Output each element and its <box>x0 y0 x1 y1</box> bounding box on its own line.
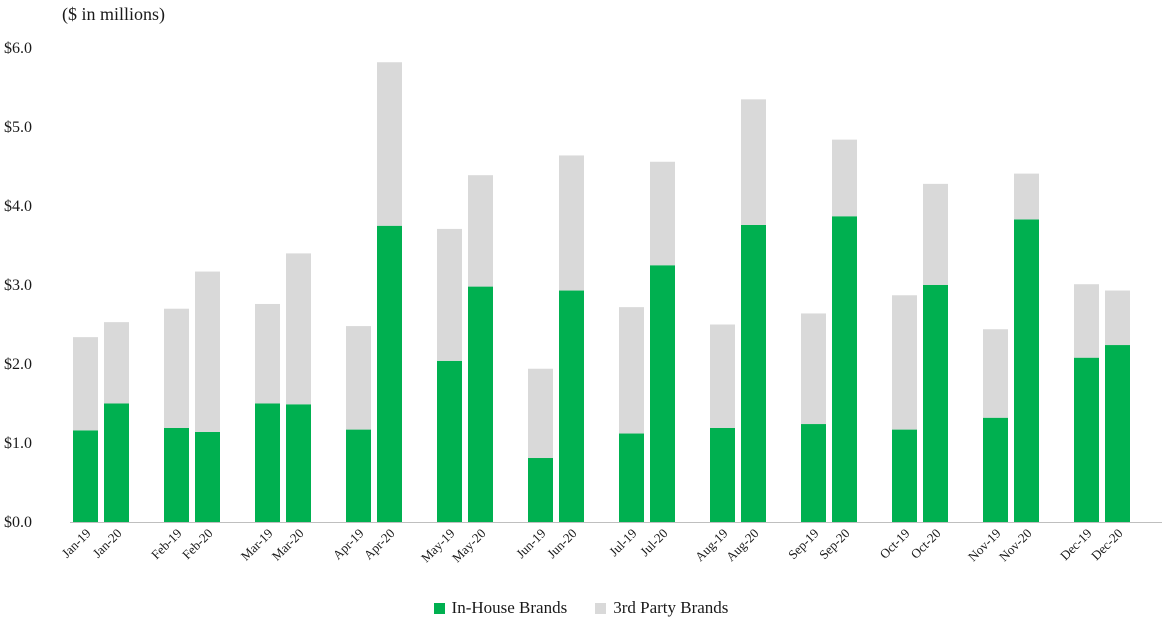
x-tick-label: Nov-20 <box>996 526 1035 565</box>
bar-in-house-may-20 <box>468 286 493 522</box>
bar-in-house-apr-19 <box>346 429 371 522</box>
legend-swatch-in-house <box>433 602 445 614</box>
bar-third-party-jun-19 <box>528 368 553 459</box>
bar-in-house-may-19 <box>437 360 462 522</box>
bar-in-house-feb-19 <box>164 427 189 522</box>
bar-third-party-jun-20 <box>559 155 584 291</box>
bar-third-party-jul-20 <box>650 161 675 266</box>
x-tick-label: Jul-20 <box>637 526 671 560</box>
bar-third-party-apr-19 <box>346 326 371 430</box>
bars-layer <box>73 62 1130 522</box>
bar-in-house-sep-20 <box>832 216 857 522</box>
bar-in-house-jan-20 <box>104 403 129 522</box>
x-tick-label: Feb-19 <box>148 526 185 563</box>
bar-in-house-dec-20 <box>1105 345 1130 522</box>
bar-third-party-may-19 <box>437 228 462 361</box>
x-tick-label: Dec-19 <box>1057 526 1095 564</box>
bar-third-party-jul-19 <box>619 307 644 434</box>
bar-third-party-aug-19 <box>710 324 735 428</box>
bar-in-house-jun-19 <box>528 458 553 522</box>
bar-in-house-oct-19 <box>892 429 917 522</box>
legend-item-in-house: In-House Brands <box>433 598 568 618</box>
bar-in-house-jul-20 <box>650 265 675 522</box>
bar-in-house-jan-19 <box>73 430 98 522</box>
bar-third-party-feb-19 <box>164 308 189 428</box>
bar-third-party-dec-20 <box>1105 290 1130 346</box>
bar-in-house-feb-20 <box>195 431 220 522</box>
bar-in-house-mar-20 <box>286 404 311 522</box>
y-tick-label: $6.0 <box>4 40 32 57</box>
bar-third-party-nov-20 <box>1014 173 1039 220</box>
y-tick-label: $3.0 <box>4 277 32 294</box>
x-tick-label: May-20 <box>449 526 489 566</box>
y-tick-label: $0.0 <box>4 514 32 531</box>
bar-third-party-dec-19 <box>1074 284 1099 358</box>
bar-third-party-apr-20 <box>377 62 402 226</box>
bar-in-house-mar-19 <box>255 403 280 522</box>
x-tick-label: Mar-19 <box>238 526 276 564</box>
bar-in-house-jun-20 <box>559 290 584 522</box>
x-tick-label: Jan-20 <box>89 526 124 561</box>
x-tick-label: Dec-20 <box>1088 526 1126 564</box>
bar-third-party-aug-20 <box>741 99 766 225</box>
y-tick-label: $4.0 <box>4 198 32 215</box>
bar-third-party-jan-20 <box>104 322 129 404</box>
bar-third-party-oct-19 <box>892 295 917 430</box>
legend-swatch-third-party <box>595 602 607 614</box>
x-tick-label: Nov-19 <box>965 526 1004 565</box>
x-tick-label: Feb-20 <box>179 526 216 563</box>
bar-third-party-mar-19 <box>255 303 280 404</box>
bar-third-party-nov-19 <box>983 329 1008 418</box>
bar-in-house-oct-20 <box>923 285 948 522</box>
bar-in-house-aug-20 <box>741 224 766 522</box>
y-tick-label: $5.0 <box>4 119 32 136</box>
legend-item-third-party: 3rd Party Brands <box>595 598 728 618</box>
bar-in-house-jul-19 <box>619 433 644 522</box>
x-tick-label: Jun-20 <box>544 526 580 562</box>
y-tick-label: $2.0 <box>4 356 32 373</box>
x-tick-label: Oct-19 <box>876 526 912 562</box>
bar-third-party-jan-19 <box>73 337 98 431</box>
x-tick-label: Sep-20 <box>816 526 853 563</box>
legend-label-third-party: 3rd Party Brands <box>613 598 729 617</box>
bar-in-house-aug-19 <box>710 427 735 522</box>
legend-label-in-house: In-House Brands <box>451 598 568 617</box>
x-tick-label: Aug-20 <box>723 526 762 565</box>
bar-in-house-sep-19 <box>801 424 826 522</box>
bar-in-house-nov-20 <box>1014 219 1039 522</box>
x-tick-label: Jun-19 <box>513 526 549 562</box>
y-axis: $0.0 $1.0 $2.0 $3.0 $4.0 $5.0 $6.0 <box>4 40 32 531</box>
x-tick-label: Jul-19 <box>606 526 640 560</box>
bar-in-house-dec-19 <box>1074 357 1099 522</box>
y-tick-label: $1.0 <box>4 435 32 452</box>
bar-third-party-may-20 <box>468 175 493 287</box>
x-tick-label: Apr-20 <box>361 526 398 563</box>
x-tick-label: Oct-20 <box>907 526 943 562</box>
x-tick-label: Jan-19 <box>58 526 93 561</box>
x-tick-label: Apr-19 <box>330 526 367 563</box>
x-tick-label: May-19 <box>418 526 458 566</box>
bar-third-party-sep-19 <box>801 313 826 425</box>
bar-third-party-oct-20 <box>923 183 948 285</box>
bar-in-house-nov-19 <box>983 417 1008 522</box>
x-tick-label: Mar-20 <box>269 526 307 564</box>
bar-in-house-apr-20 <box>377 225 402 522</box>
bar-third-party-sep-20 <box>832 139 857 217</box>
bar-third-party-mar-20 <box>286 253 311 405</box>
stacked-bar-chart: $0.0 $1.0 $2.0 $3.0 $4.0 $5.0 $6.0 Jan-19Jan-2… <box>4 40 1162 566</box>
bar-third-party-feb-20 <box>195 271 220 432</box>
x-tick-label: Sep-19 <box>785 526 822 563</box>
x-tick-label: Aug-19 <box>692 526 731 565</box>
unit-label: ($ in millions) <box>62 4 165 24</box>
legend: In-House Brands 3rd Party Brands <box>0 598 1162 618</box>
